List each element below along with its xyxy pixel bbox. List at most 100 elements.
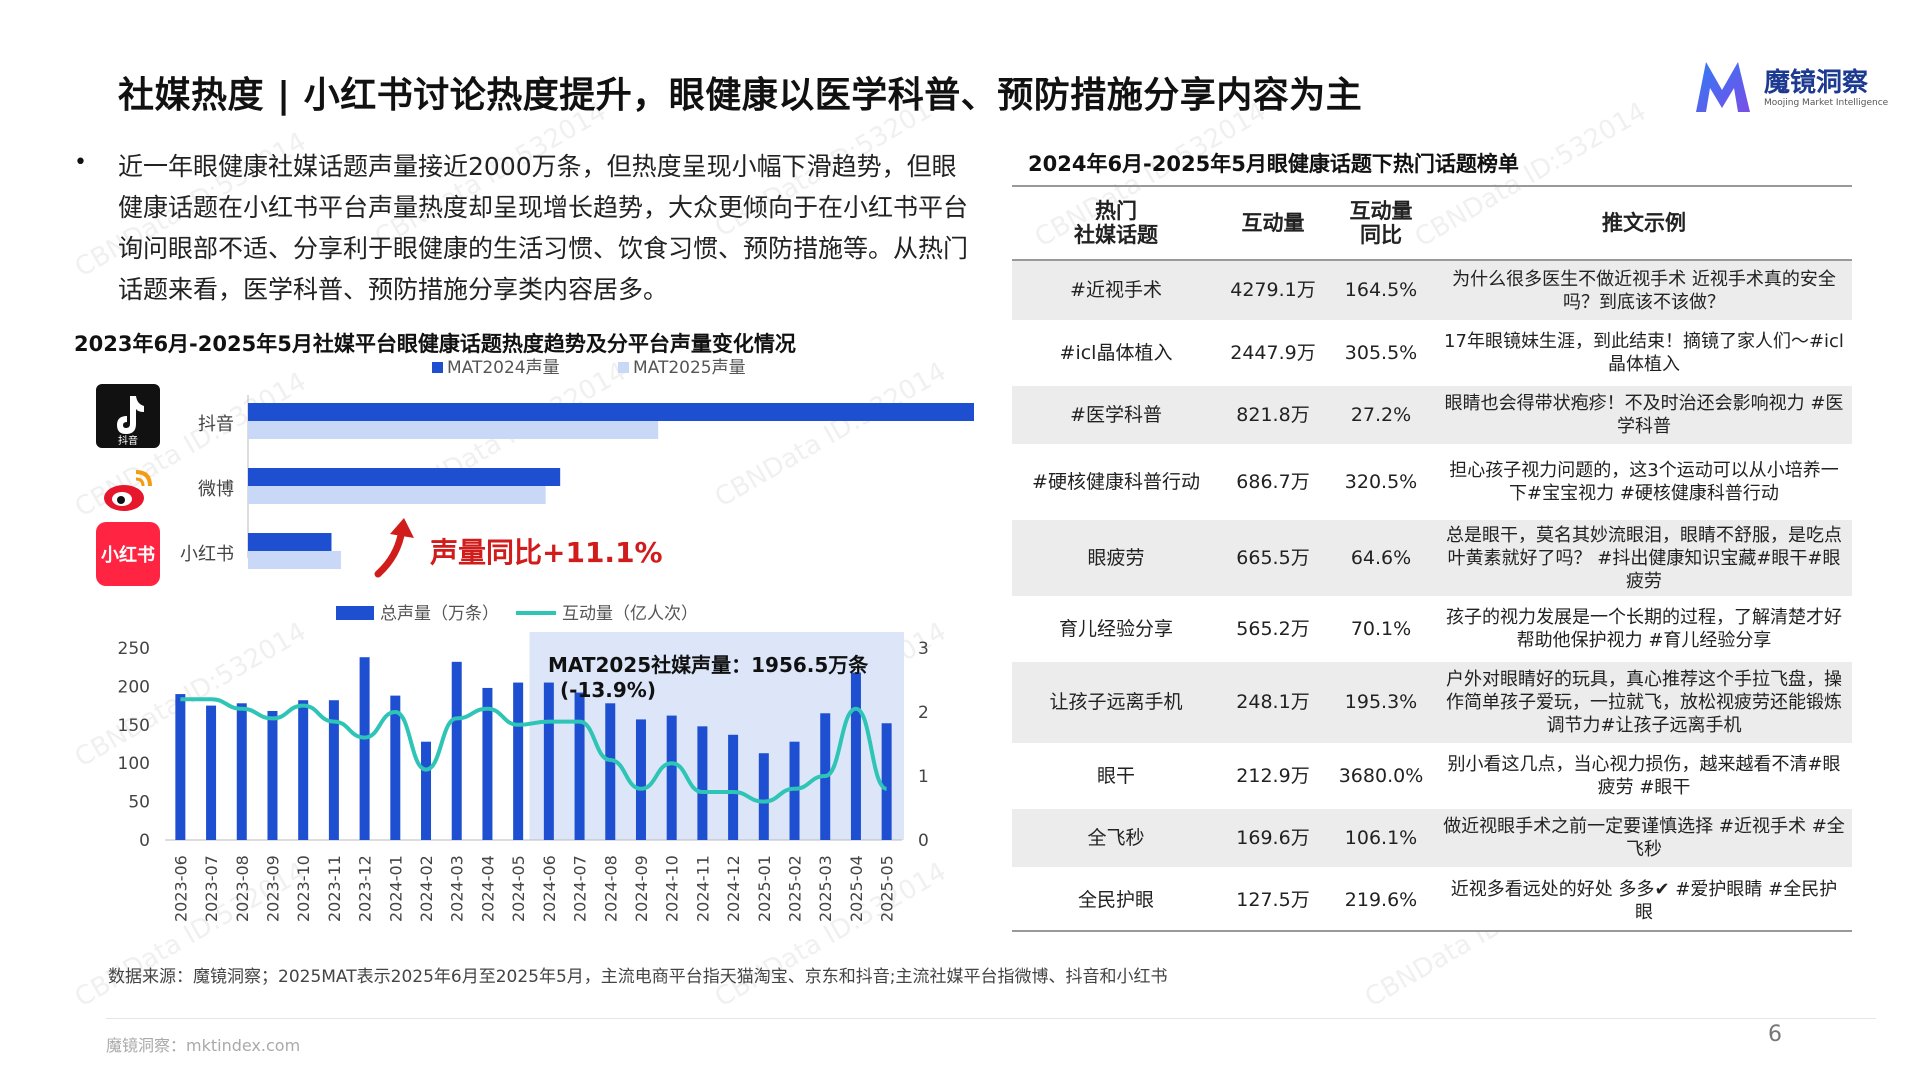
post-cell: 担心孩子视力问题的，这3个运动可以从小培养一下#宝宝视力 #硬核健康科普行动	[1436, 446, 1852, 520]
topic-cell: 眼疲劳	[1012, 518, 1220, 600]
bar	[236, 703, 247, 840]
data-source-note: 数据来源：魔镜洞察；2025MAT表示2025年6月至2025年5月，主流电商平…	[108, 967, 1168, 987]
post-cell: 近视多看远处的好处 多多✔ #爱护眼睛 #全民护眼	[1436, 869, 1852, 932]
xiaohongshu-icon-text: 小红书	[101, 545, 155, 566]
bar	[267, 710, 278, 840]
bar	[421, 741, 432, 840]
bar	[758, 753, 769, 840]
yoy-cell: 305.5%	[1326, 322, 1436, 386]
x-tick-label: 2024-07	[571, 855, 590, 922]
bar	[248, 403, 974, 421]
x-tick-label: 2023-06	[171, 855, 190, 922]
bar	[543, 682, 554, 840]
x-tick-label: 2023-08	[233, 855, 252, 922]
x-tick-label: 2024-10	[663, 855, 682, 922]
hot-topics-table: 热门 社媒话题 互动量 互动量 同比 推文示例 #近视手术 4279.1万 164.…	[1012, 185, 1852, 932]
y-tick-label: 150	[118, 716, 150, 736]
column-header-topic: 热门 社媒话题	[1012, 185, 1220, 261]
legend-label: MAT2025声量	[633, 358, 746, 378]
bar	[451, 661, 462, 840]
interaction-cell: 665.5万	[1220, 518, 1326, 600]
bar	[513, 682, 524, 840]
post-cell: 户外对眼睛好的玩具，真心推荐这个手拉飞盘，操作简单孩子爱玩，一拉就飞，放松视疲劳…	[1436, 660, 1852, 747]
growth-arrow-icon	[374, 526, 406, 578]
page-number: 6	[1768, 1022, 1782, 1047]
growth-label: 声量同比+11.1%	[430, 536, 663, 569]
footer-text: 魔镜洞察：mktindex.com	[106, 1036, 301, 1055]
post-cell: 孩子的视力发展是一个长期的过程，了解清楚才好帮助他保护视力 #育儿经验分享	[1436, 598, 1852, 662]
x-tick-label: 2023-09	[263, 855, 282, 922]
platform-label: 小红书	[180, 544, 234, 565]
mat-annotation: (-13.9%)	[560, 678, 656, 702]
logo-name: 魔镜洞察	[1764, 68, 1869, 98]
bar	[328, 700, 339, 840]
topic-cell: 全飞秒	[1012, 807, 1220, 871]
bar	[359, 657, 370, 840]
table-row: 全民护眼 127.5万 219.6% 近视多看远处的好处 多多✔ #爱护眼睛 #全民护…	[1012, 869, 1852, 932]
x-tick-label: 2023-07	[202, 855, 221, 922]
legend-swatch	[336, 606, 374, 620]
interaction-cell: 212.9万	[1220, 745, 1326, 809]
interaction-cell: 248.1万	[1220, 660, 1326, 747]
column-header-yoy: 互动量 同比	[1326, 185, 1436, 261]
legend-label: 总声量（万条）	[380, 604, 499, 624]
platform-label: 微博	[198, 479, 234, 500]
bar	[666, 715, 677, 840]
growth-arrow-head-icon	[390, 518, 414, 538]
bar	[298, 700, 309, 840]
y-tick-label: 100	[118, 754, 150, 774]
table-row: #icl晶体植入 2447.9万 305.5% 17年眼镜妹生涯，到此结束！摘镜了家人…	[1012, 322, 1852, 386]
table-row: #医学科普 821.8万 27.2% 眼睛也会得带状疱疹！不及时治还会影响视力 #医学…	[1012, 384, 1852, 448]
x-tick-label: 2025-04	[847, 855, 866, 922]
x-tick-label: 2025-01	[755, 855, 774, 922]
x-tick-label: 2025-02	[786, 855, 805, 922]
interaction-cell: 565.2万	[1220, 598, 1326, 662]
table-row: 眼干 212.9万 3680.0% 别小看这几点，当心视力损伤，越来越看不清#眼疲劳 …	[1012, 745, 1852, 809]
interaction-cell: 127.5万	[1220, 869, 1326, 932]
table-row: 让孩子远离手机 248.1万 195.3% 户外对眼睛好的玩具，真心推荐这个手拉飞盘，…	[1012, 660, 1852, 747]
bar	[850, 672, 861, 840]
yoy-cell: 219.6%	[1326, 869, 1436, 932]
legend-label: 互动量（亿人次）	[562, 604, 698, 624]
yoy-cell: 27.2%	[1326, 384, 1436, 448]
x-tick-label: 2023-10	[294, 855, 313, 922]
yoy-cell: 64.6%	[1326, 518, 1436, 600]
topic-cell: 眼干	[1012, 745, 1220, 809]
bar	[697, 726, 708, 840]
platform-label: 抖音	[198, 414, 234, 435]
legend-swatch	[618, 362, 629, 373]
y-tick-label: 250	[118, 639, 150, 659]
interaction-cell: 821.8万	[1220, 384, 1326, 448]
douyin-icon-text: 抖音	[118, 434, 138, 447]
interaction-cell: 169.6万	[1220, 807, 1326, 871]
y-tick-label: 0	[139, 831, 150, 851]
weibo-icon	[96, 458, 160, 522]
bar	[248, 551, 341, 569]
logo-mark-icon	[1696, 62, 1750, 112]
x-tick-label: 2024-12	[724, 855, 743, 922]
legend-swatch	[432, 362, 443, 373]
bar	[728, 734, 739, 840]
x-tick-label: 2025-03	[816, 855, 835, 922]
legend-label: MAT2024声量	[447, 358, 560, 378]
bullet-dot: •	[74, 150, 87, 175]
bar	[248, 486, 546, 504]
yoy-cell: 320.5%	[1326, 446, 1436, 520]
table-row: 育儿经验分享 565.2万 70.1% 孩子的视力发展是一个长期的过程，了解清楚才好帮…	[1012, 598, 1852, 662]
y2-tick-label: 2	[918, 703, 929, 723]
table-row: #硬核健康科普行动 686.7万 320.5% 担心孩子视力问题的，这3个运动可以从小…	[1012, 446, 1852, 520]
bar	[248, 468, 561, 486]
post-cell: 眼睛也会得带状疱疹！不及时治还会影响视力 #医学科普	[1436, 384, 1852, 448]
y-tick-label: 50	[128, 793, 150, 813]
bar	[881, 723, 892, 840]
monthly-trend-chart: 总声量（万条） 互动量（亿人次） 0 50 100 150 200 250 0 1 2 3 2023-0…	[118, 604, 929, 922]
x-tick-label: 2024-08	[601, 855, 620, 922]
post-cell: 别小看这几点，当心视力损伤，越来越看不清#眼疲劳 #眼干	[1436, 745, 1852, 809]
yoy-cell: 106.1%	[1326, 807, 1436, 871]
logo-subtitle: Moojing Market Intelligence	[1764, 98, 1889, 108]
table-row: 全飞秒 169.6万 106.1% 做近视眼手术之前一定要谨慎选择 #近视手术 #全飞…	[1012, 807, 1852, 871]
interaction-line	[180, 697, 888, 804]
x-tick-label: 2025-05	[878, 855, 897, 922]
x-tick-label: 2024-01	[386, 855, 405, 922]
